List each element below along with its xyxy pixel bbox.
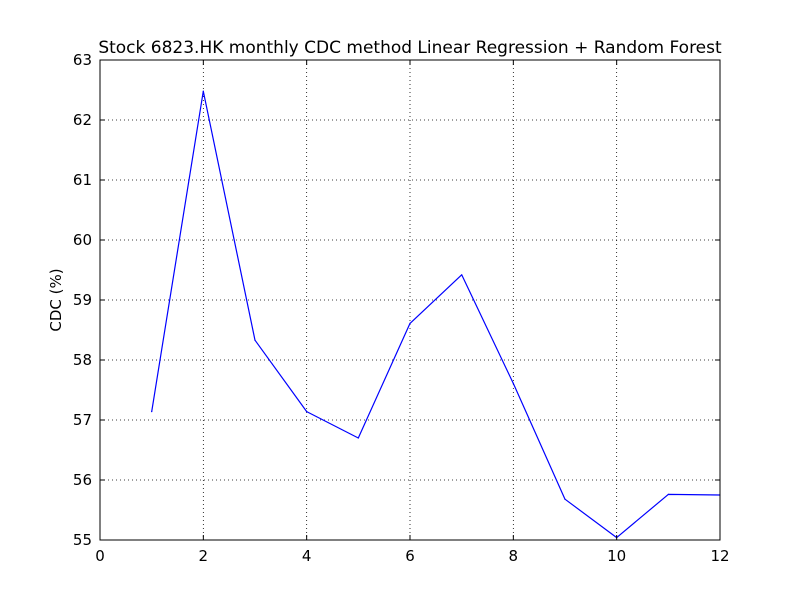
y-tick-label: 55 [73, 531, 92, 549]
x-tick-label: 12 [710, 547, 729, 565]
data-point [202, 90, 204, 92]
y-tick-label: 56 [73, 471, 92, 489]
y-tick-label: 58 [73, 351, 92, 369]
data-point [512, 382, 514, 384]
x-tick-label: 4 [302, 547, 312, 565]
y-tick-label: 60 [73, 231, 92, 249]
data-point [151, 411, 153, 413]
data-point [667, 493, 669, 495]
data-point [409, 322, 411, 324]
data-point [254, 339, 256, 341]
y-axis-label: CDC (%) [47, 268, 65, 331]
x-tick-label: 0 [95, 547, 105, 565]
chart-title: Stock 6823.HK monthly CDC method Linear … [98, 38, 722, 58]
y-tick-label: 61 [73, 171, 92, 189]
axis-ticks: 0 2 4 6 8 10 12 55 56 57 58 59 60 61 62 63 [73, 51, 730, 565]
y-tick-label: 59 [73, 291, 92, 309]
data-point [357, 437, 359, 439]
x-tick-label: 6 [405, 547, 415, 565]
y-tick-label: 63 [73, 51, 92, 69]
series-line [151, 90, 721, 539]
data-point [461, 274, 463, 276]
y-tick-label: 57 [73, 411, 92, 429]
x-tick-label: 8 [509, 547, 519, 565]
x-tick-label: 2 [199, 547, 209, 565]
plot-area-frame [99, 59, 721, 541]
data-point [306, 411, 308, 413]
y-tick-label: 62 [73, 111, 92, 129]
x-tick-label: 10 [607, 547, 626, 565]
data-point [564, 498, 566, 500]
